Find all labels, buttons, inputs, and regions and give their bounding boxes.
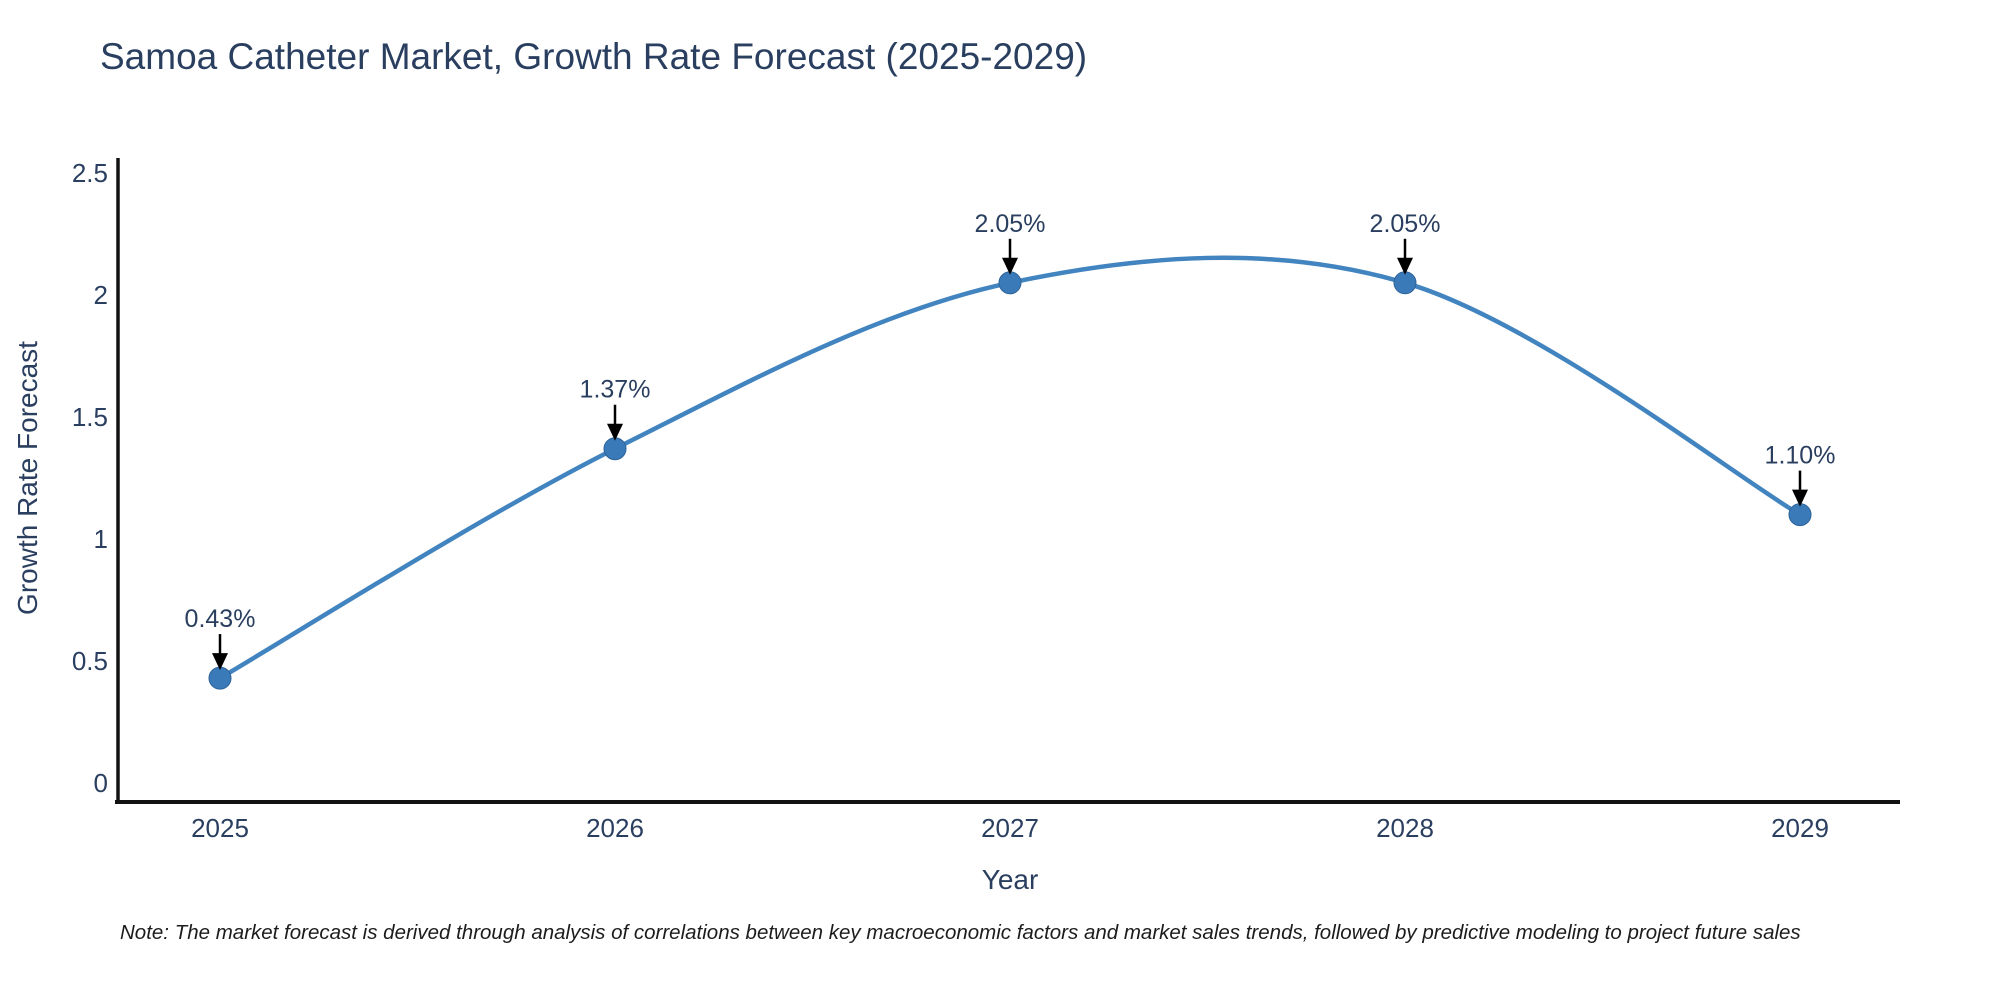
x-tick-label: 2025 [191, 813, 249, 843]
data-point-marker [603, 437, 627, 461]
data-point-marker [998, 271, 1022, 295]
annotation-arrowhead [607, 423, 623, 441]
x-tick-label: 2026 [586, 813, 644, 843]
y-tick-label: 0 [94, 768, 108, 798]
y-tick-label: 1.5 [72, 402, 108, 432]
annotation-arrowhead [1002, 257, 1018, 275]
footnote: Note: The market forecast is derived thr… [120, 921, 1801, 944]
y-tick-label: 1 [94, 524, 108, 554]
annotation-arrowhead [212, 653, 228, 671]
annotation-label: 2.05% [975, 210, 1046, 238]
annotation-label: 0.43% [185, 605, 256, 633]
annotation-label: 1.37% [580, 376, 651, 404]
annotation-arrowhead [1792, 489, 1808, 507]
x-axis-title: Year [981, 864, 1039, 895]
chart-title: Samoa Catheter Market, Growth Rate Forec… [100, 36, 1088, 77]
y-tick-label: 2.5 [72, 158, 108, 188]
y-axis-title: Growth Rate Forecast [12, 341, 43, 615]
data-point-marker [1393, 271, 1417, 295]
x-tick-label: 2028 [1376, 813, 1434, 843]
y-tick-label: 2 [94, 280, 108, 310]
trend-line [217, 255, 1803, 681]
data-point-marker [1788, 503, 1812, 527]
annotation-label: 1.10% [1765, 442, 1836, 470]
y-tick-label: 0.5 [72, 646, 108, 676]
x-tick-label: 2027 [981, 813, 1039, 843]
annotation-label: 2.05% [1370, 210, 1441, 238]
data-point-marker [208, 666, 232, 690]
annotation-arrowhead [1397, 257, 1413, 275]
x-tick-label: 2029 [1771, 813, 1829, 843]
